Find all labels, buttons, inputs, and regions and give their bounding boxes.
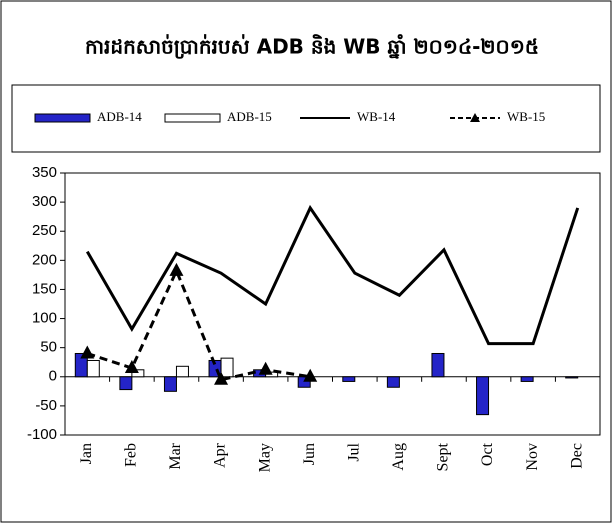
y-tick-label: -50 [35,397,57,414]
x-tick-label: Nov [524,443,541,471]
x-tick-label: Apr [212,442,229,468]
y-tick-label: 250 [32,222,57,239]
y-tick-label: 100 [32,310,57,327]
plot-area [64,172,601,436]
legend-label: ADB-14 [97,109,142,124]
bar [342,376,356,382]
y-tick-label: 50 [40,339,57,356]
marker [80,345,95,359]
bar [86,359,100,378]
marker [303,368,318,382]
bar [565,376,579,379]
marker [214,371,229,385]
chart-title: ការដកសាច់ប្រាក់របស់ ADB និង WB ឆ្នាំ ២០១… [85,34,539,60]
y-tick-label: -100 [27,426,57,443]
x-tick-label: Sept [435,442,452,471]
x-tick-label: Jan [78,443,95,464]
legend-label: ADB-15 [227,109,272,124]
bar [386,376,400,388]
bar [119,376,133,391]
legend-swatch [164,113,221,123]
y-tick-label: 350 [32,164,57,181]
marker [169,262,184,276]
bar [163,376,177,392]
bar [131,369,145,378]
bar [520,376,534,382]
marker [124,360,139,374]
bar [175,365,189,378]
bar [476,376,490,416]
y-tick-label: 0 [49,368,57,385]
y-tick-label: 150 [32,280,57,297]
x-tick-label: Aug [390,443,407,471]
x-tick-label: Feb [123,443,140,467]
x-tick-label: Dec [568,443,585,469]
y-tick-label: 200 [32,251,57,268]
bar [220,357,234,378]
legend-marker [470,113,480,122]
marker [258,361,273,375]
legend-label: WB-15 [507,109,545,124]
line [86,267,311,382]
x-tick-label: Jul [345,442,362,461]
legend-swatch [34,113,91,123]
legend-label: WB-14 [357,109,396,124]
bar [431,352,445,378]
y-tick-label: 300 [32,193,57,210]
x-tick-label: Jun [301,443,318,465]
line [85,204,580,346]
x-tick-label: May [256,443,273,472]
x-tick-label: Mar [167,442,184,469]
x-tick-label: Oct [479,442,496,466]
